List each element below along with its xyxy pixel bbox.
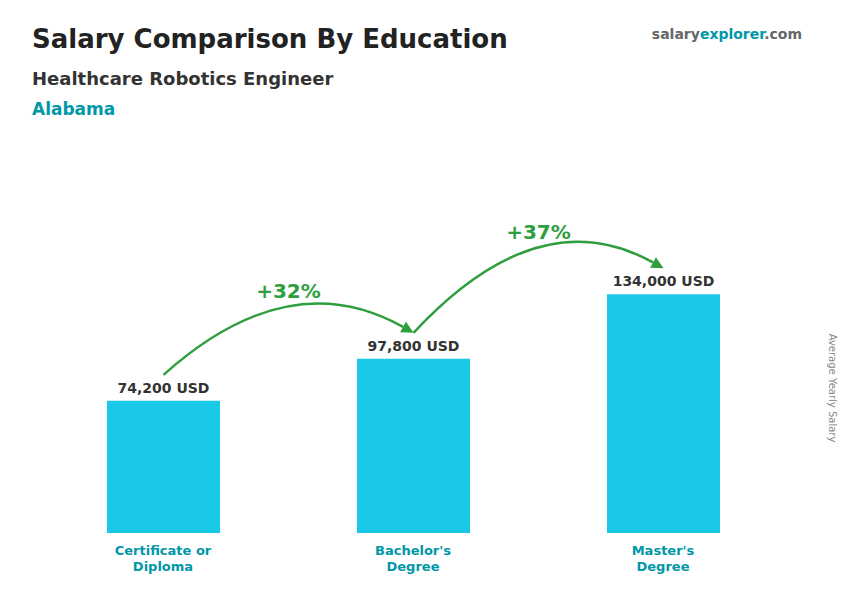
svg-text:134,000 USD: 134,000 USD <box>613 273 715 289</box>
svg-text:Bachelor'sDegree: Bachelor'sDegree <box>375 543 451 574</box>
html-text:Average Yearly Salary: Average Yearly Salary <box>827 333 838 443</box>
html-text:Alabama: Alabama <box>32 99 116 119</box>
svg-text:+32%: +32% <box>256 279 321 303</box>
svg-text:Certificate orDiploma: Certificate orDiploma <box>115 543 212 574</box>
svg-text:+37%: +37% <box>506 220 571 244</box>
svg-text:97,800 USD: 97,800 USD <box>368 338 460 354</box>
svg-text:Master'sDegree: Master'sDegree <box>632 543 695 574</box>
svg-text:74,200 USD: 74,200 USD <box>118 380 210 396</box>
html-text:salary explorer.com: salary explorer.com <box>651 26 802 42</box>
html-text:Healthcare Robotics Engineer: Healthcare Robotics Engineer <box>32 68 334 89</box>
html-text:Salary Comparison By Education: Salary Comparison By Education <box>32 24 508 54</box>
